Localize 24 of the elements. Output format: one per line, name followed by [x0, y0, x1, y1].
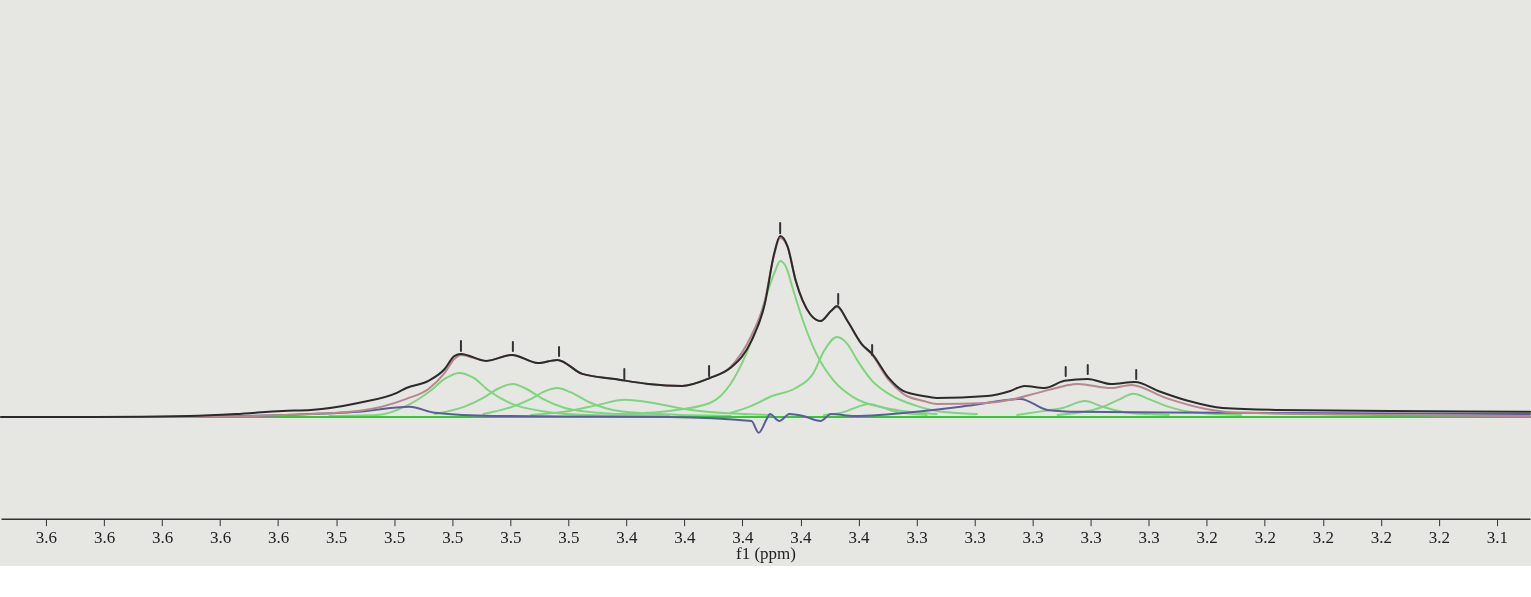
x-tick-label: 3.3	[964, 528, 986, 548]
x-tick-label: 3.2	[1428, 528, 1450, 548]
x-tick-label: 3.3	[1022, 528, 1044, 548]
x-tick-label: 3.6	[151, 528, 174, 548]
x-tick-label: 3.6	[268, 528, 290, 548]
x-tick-label: 3.5	[442, 528, 464, 548]
x-tick-label: 3.6	[93, 528, 116, 548]
x-tick-label: 3.5	[500, 528, 522, 548]
x-tick-label: 3.1	[1486, 528, 1509, 548]
x-tick-label: 3.6	[209, 528, 232, 548]
x-tick-label: 3.2	[1196, 528, 1218, 548]
x-tick-label: 3.3	[1080, 528, 1102, 548]
x-tick-label: 3.6	[35, 528, 58, 548]
x-tick-label: 3.5	[326, 528, 348, 548]
x-tick-label: 3.2	[1312, 528, 1334, 548]
x-tick-label: 3.4	[848, 528, 871, 548]
x-tick-label: 3.3	[906, 528, 928, 548]
x-tick-label: 3.5	[558, 528, 580, 548]
x-tick-label: 3.4	[674, 528, 697, 548]
x-tick-label: 3.2	[1254, 528, 1276, 548]
x-tick-label: 3.5	[384, 528, 406, 548]
x-tick-label: 3.3	[1138, 528, 1160, 548]
x-tick-label: 3.2	[1370, 528, 1392, 548]
x-tick-label: 3.4	[616, 528, 638, 548]
